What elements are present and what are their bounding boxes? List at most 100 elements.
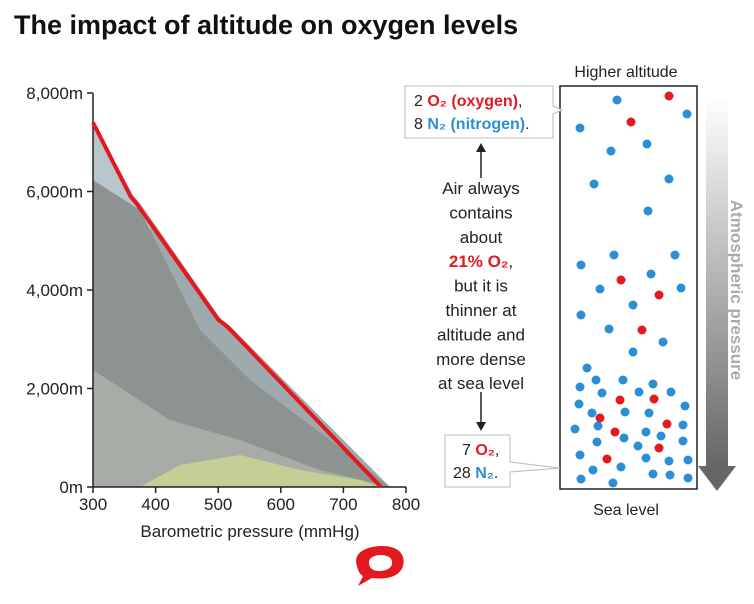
nitrogen-dot	[682, 109, 692, 119]
bottom-callout	[444, 434, 561, 488]
x-tick-label: 600	[267, 495, 295, 514]
y-tick-label: 4,000m	[26, 281, 83, 300]
note-text: Air always	[442, 179, 519, 198]
nitrogen-dot	[587, 408, 597, 418]
nitrogen-dot	[683, 455, 693, 465]
nitrogen-dot	[634, 387, 644, 397]
nitrogen-dot	[620, 407, 630, 417]
x-tick-label: 400	[141, 495, 169, 514]
note-line: Air always	[442, 179, 519, 198]
nitrogen-dot	[593, 421, 603, 431]
formula: O₂	[475, 442, 495, 459]
note-text: altitude and	[437, 325, 525, 344]
nitrogen-dot	[680, 401, 690, 411]
note-text: but it is	[454, 277, 508, 296]
punct: .	[494, 465, 498, 482]
y-tick-label: 0m	[59, 478, 83, 497]
nitrogen-dot	[658, 337, 668, 347]
nitrogen-dot	[670, 250, 680, 260]
nitrogen-dot	[648, 379, 658, 389]
note-text: more dense	[436, 350, 526, 369]
nitrogen-dot	[609, 250, 619, 260]
nitrogen-dot	[628, 347, 638, 357]
oxygen-dot	[595, 413, 605, 423]
bottom-label: Sea level	[593, 502, 659, 519]
nitrogen-dot	[683, 473, 693, 483]
nitrogen-dot	[582, 363, 592, 373]
x-tick-label: 300	[79, 495, 107, 514]
count: 2	[414, 93, 423, 110]
nitrogen-dot	[619, 433, 629, 443]
callout-line: 8 N₂ (nitrogen).	[414, 116, 530, 133]
arrowhead	[476, 143, 486, 152]
oxygen-dot	[662, 419, 672, 429]
nitrogen-dot	[608, 478, 618, 488]
callout-line: 28 N₂.	[453, 465, 498, 482]
oxygen-dot	[616, 275, 626, 285]
formula: O₂ (oxygen)	[427, 93, 518, 110]
oxygen-dot	[610, 427, 620, 437]
note-line: altitude and	[437, 325, 525, 344]
nitrogen-dot	[641, 453, 651, 463]
x-tick-label: 700	[329, 495, 357, 514]
nitrogen-dot	[606, 146, 616, 156]
punct: ,	[518, 93, 522, 110]
nitrogen-dot	[576, 474, 586, 484]
nitrogen-dot	[648, 469, 658, 479]
note-text: thinner at	[446, 301, 517, 320]
nitrogen-dot	[641, 427, 651, 437]
note-text: about	[460, 228, 503, 247]
nitrogen-dot	[574, 399, 584, 409]
note-text: 21% O₂	[449, 252, 509, 271]
count: 8	[414, 116, 423, 133]
nitrogen-dot	[664, 456, 674, 466]
punct: ,	[495, 442, 499, 459]
nitrogen-dot	[576, 310, 586, 320]
air-box	[559, 85, 698, 490]
logo	[356, 546, 404, 586]
formula: N₂	[475, 465, 494, 482]
note-line: contains	[449, 203, 512, 222]
nitrogen-dot	[595, 284, 605, 294]
count: 28	[453, 465, 471, 482]
note-line: 21% O₂,	[449, 252, 513, 271]
y-tick-label: 6,000m	[26, 183, 83, 202]
count: 7	[462, 442, 471, 459]
y-tick-label: 8,000m	[26, 84, 83, 103]
nitrogen-dot	[644, 408, 654, 418]
note-line: more dense	[436, 350, 526, 369]
note-text: at sea level	[438, 374, 524, 393]
arrowhead	[476, 422, 486, 431]
pressure-arrow	[706, 97, 728, 467]
oxygen-dot	[664, 91, 674, 101]
nitrogen-dot	[591, 375, 601, 385]
nitrogen-dot	[656, 431, 666, 441]
nitrogen-dot	[588, 465, 598, 475]
nitrogen-dot	[592, 437, 602, 447]
y-tick-label: 2,000m	[26, 380, 83, 399]
nitrogen-dot	[570, 424, 580, 434]
note-line: at sea level	[438, 374, 524, 393]
nitrogen-dot	[575, 450, 585, 460]
x-axis-title: Barometric pressure (mmHg)	[140, 522, 359, 541]
nitrogen-dot	[628, 300, 638, 310]
oxygen-dot	[615, 395, 625, 405]
nitrogen-dot	[678, 436, 688, 446]
nitrogen-dot	[575, 382, 585, 392]
oxygen-dot	[649, 394, 659, 404]
nitrogen-dot	[643, 206, 653, 216]
nitrogen-dot	[666, 387, 676, 397]
nitrogen-dot	[589, 179, 599, 189]
nitrogen-dot	[575, 123, 585, 133]
pressure-arrowhead	[698, 466, 736, 491]
oxygen-dot	[654, 443, 664, 453]
oxygen-dot	[637, 325, 647, 335]
note-line: but it is	[454, 277, 508, 296]
oxygen-dot	[626, 117, 636, 127]
nitrogen-dot	[676, 283, 686, 293]
note-line: thinner at	[446, 301, 517, 320]
top-label: Higher altitude	[574, 64, 677, 81]
nitrogen-dot	[664, 174, 674, 184]
nitrogen-dot	[576, 260, 586, 270]
